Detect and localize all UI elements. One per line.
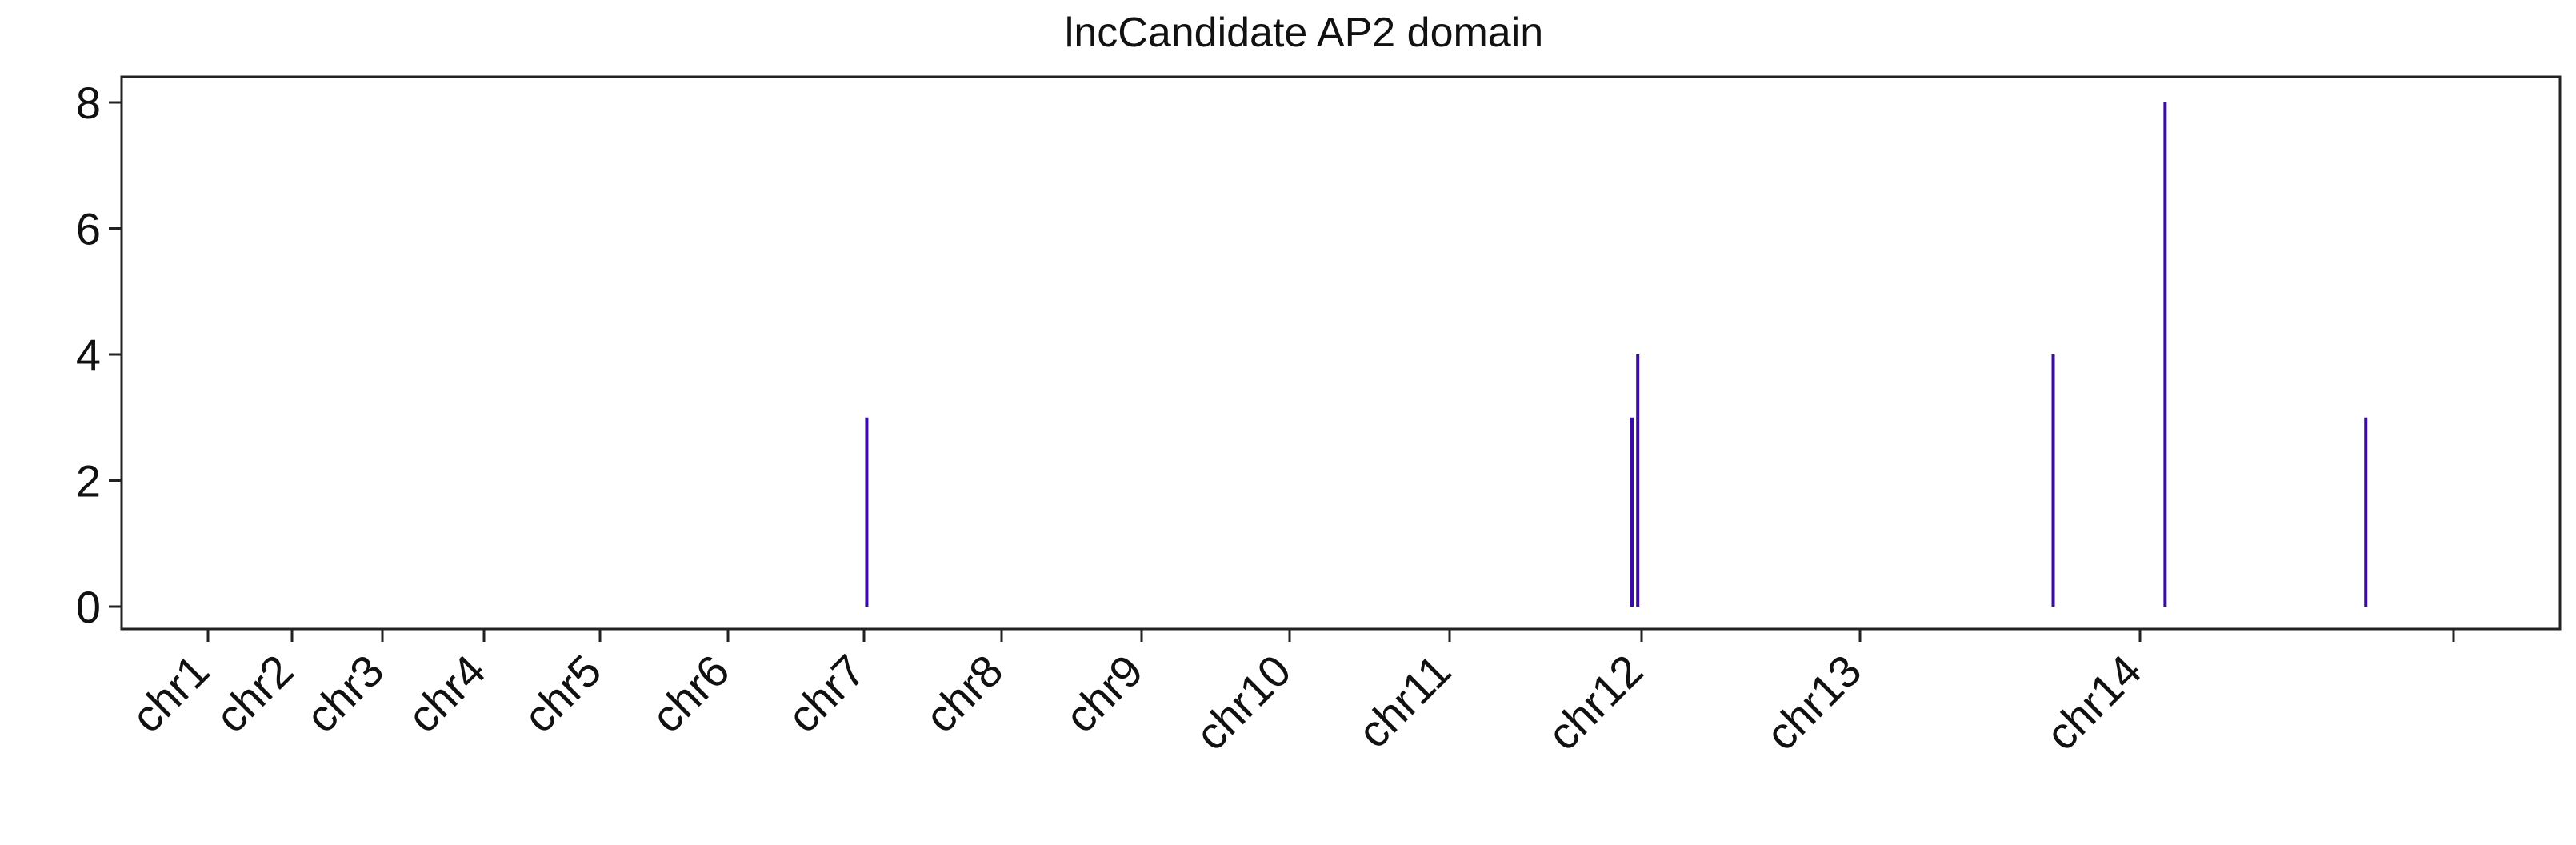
x-tick-label: chr11	[1348, 645, 1461, 758]
y-tick-label: 0	[76, 582, 101, 632]
x-tick-label: chr7	[778, 645, 875, 743]
y-tick-label: 8	[76, 78, 101, 128]
x-tick-label: chr12	[1538, 645, 1653, 760]
x-tick-label: chr14	[2036, 645, 2151, 760]
y-tick-label: 2	[76, 456, 101, 507]
y-axis: 0 2 4 6 8	[76, 78, 122, 632]
x-tick-label: chr2	[206, 645, 303, 743]
x-tick-label: chr6	[642, 645, 739, 743]
peak-bars	[865, 102, 2368, 607]
x-tick-label: chr9	[1055, 645, 1153, 743]
x-tick-label: chr8	[915, 645, 1013, 743]
y-tick-label: 4	[76, 330, 101, 380]
y-tick-label: 6	[76, 204, 101, 254]
x-tick-label: chr1	[122, 645, 219, 743]
plot-frame	[120, 75, 2562, 631]
x-tick-label: chr10	[1186, 645, 1301, 760]
x-tick-label: chr13	[1756, 645, 1871, 760]
chart-title: lncCandidate AP2 domain	[1065, 10, 1543, 56]
x-tick-label: chr4	[398, 645, 495, 743]
x-tick-label: chr3	[296, 645, 394, 743]
x-tick-label: chr5	[514, 645, 611, 743]
